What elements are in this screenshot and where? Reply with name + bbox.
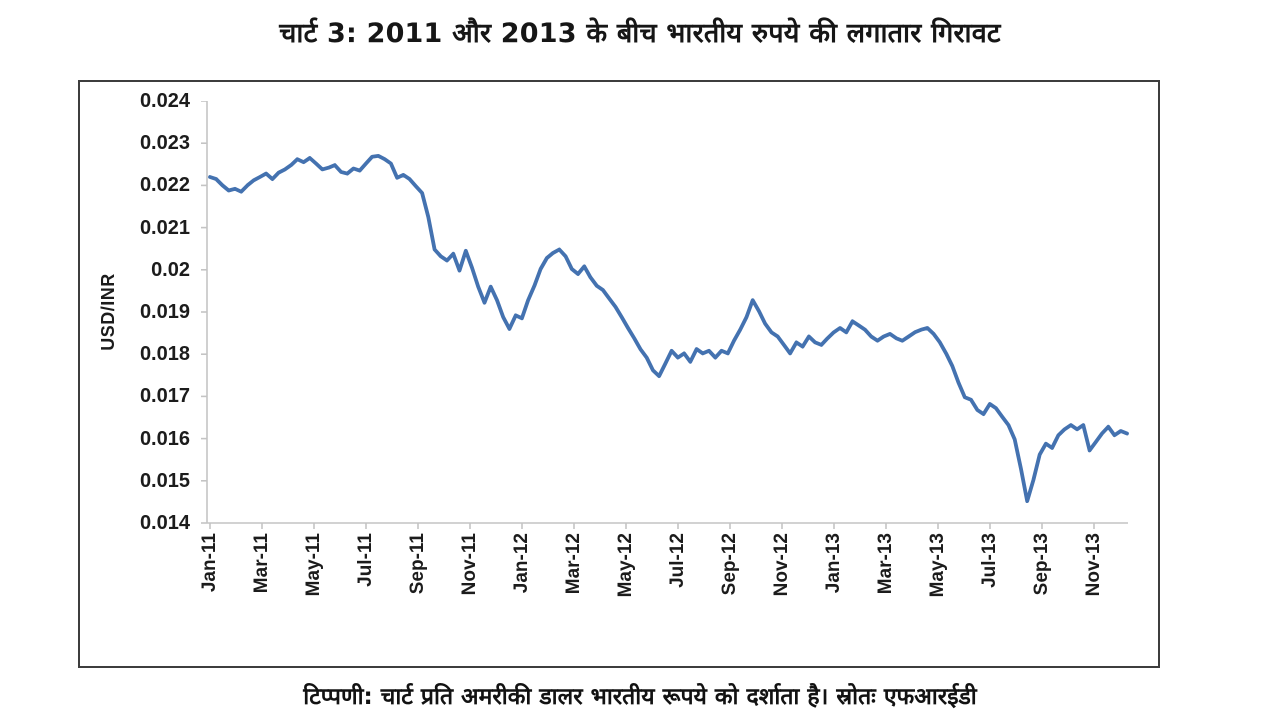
y-axis-tick-label: 0.02 xyxy=(151,258,190,281)
x-axis-tick-label: Jul-11 xyxy=(355,533,376,587)
x-axis-tick-label: Jan-11 xyxy=(199,533,220,593)
y-axis-tick-label: 0.016 xyxy=(139,427,190,450)
y-axis-tick-label: 0.014 xyxy=(139,512,190,534)
line-chart-plot xyxy=(201,100,1129,529)
chart-frame: USD/INR 0.024 0.023 0.022 0.021 0.02 0.019 0.0… xyxy=(78,80,1160,668)
x-axis-tick-label: Sep-11 xyxy=(407,533,428,595)
y-axis-tick-label: 0.015 xyxy=(139,469,190,492)
x-axis-tick-label: Sep-13 xyxy=(1031,533,1052,596)
x-axis-tick-label: May-13 xyxy=(927,533,948,598)
y-axis-tick-label: 0.018 xyxy=(139,343,190,366)
x-axis-tick-label: Mar-11 xyxy=(251,533,272,594)
x-axis-tick-label: Mar-12 xyxy=(563,533,584,595)
x-axis-tick-label: Jan-13 xyxy=(823,533,844,594)
source-note: टिप्पणी: चार्ट प्रति अमरीकी डालर भारतीय … xyxy=(303,684,977,710)
y-axis-tick-label: 0.023 xyxy=(139,132,190,155)
y-axis-tick-label: 0.022 xyxy=(139,174,190,197)
x-axis-tick-label: Jul-12 xyxy=(667,533,688,588)
x-axis-tick-label: Nov-13 xyxy=(1083,533,1104,597)
y-axis-tick-label: 0.019 xyxy=(139,301,190,323)
x-axis-tick-label: May-12 xyxy=(615,533,636,598)
y-axis-tick-label: 0.021 xyxy=(139,216,190,239)
x-axis-tick-label: Jan-12 xyxy=(511,533,532,594)
x-axis-tick-label: Nov-12 xyxy=(771,533,792,597)
x-axis-tick-label: May-11 xyxy=(303,533,324,597)
x-axis-tick-label: Mar-13 xyxy=(875,533,896,595)
y-axis-tick-label: 0.017 xyxy=(139,385,190,408)
usd-inr-line-series xyxy=(208,154,1129,504)
chart-title: चार्ट 3: 2011 और 2013 के बीच भारतीय रुपय… xyxy=(279,18,1001,49)
x-axis-tick-label: Nov-11 xyxy=(459,533,480,596)
x-axis-tick-label: Jul-13 xyxy=(979,533,1000,588)
plot-area xyxy=(199,100,1139,531)
x-axis-tick-label: Sep-12 xyxy=(719,533,740,596)
y-axis-tick-label: 0.024 xyxy=(139,90,190,112)
